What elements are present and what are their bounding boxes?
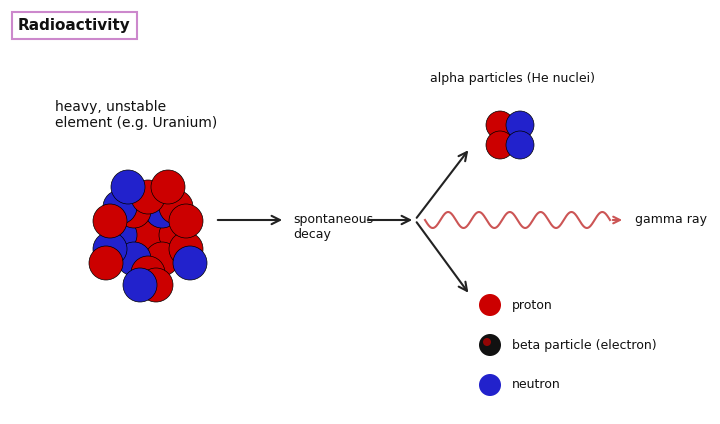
Text: Radioactivity: Radioactivity — [18, 18, 131, 33]
Circle shape — [145, 194, 179, 228]
Text: gamma ray: gamma ray — [635, 214, 707, 226]
Circle shape — [117, 194, 151, 228]
Circle shape — [123, 268, 157, 302]
Text: proton: proton — [512, 298, 553, 312]
Circle shape — [169, 232, 203, 266]
Circle shape — [93, 204, 127, 238]
Circle shape — [169, 204, 203, 238]
Text: spontaneous
decay: spontaneous decay — [293, 213, 373, 241]
Circle shape — [173, 246, 207, 280]
Circle shape — [145, 242, 179, 276]
Circle shape — [93, 232, 127, 266]
Circle shape — [131, 256, 165, 290]
Circle shape — [139, 268, 173, 302]
Circle shape — [103, 218, 137, 252]
Circle shape — [486, 131, 514, 159]
Circle shape — [479, 294, 501, 316]
Circle shape — [479, 374, 501, 396]
Circle shape — [159, 218, 193, 252]
Circle shape — [89, 246, 123, 280]
Text: alpha particles (He nuclei): alpha particles (He nuclei) — [430, 72, 595, 85]
Circle shape — [103, 190, 137, 224]
Circle shape — [479, 334, 501, 356]
Circle shape — [131, 218, 165, 252]
Circle shape — [483, 338, 491, 346]
Circle shape — [111, 170, 145, 204]
Text: beta particle (electron): beta particle (electron) — [512, 338, 657, 351]
Circle shape — [506, 131, 534, 159]
Circle shape — [506, 111, 534, 139]
Circle shape — [159, 190, 193, 224]
Text: heavy, unstable
element (e.g. Uranium): heavy, unstable element (e.g. Uranium) — [55, 100, 217, 130]
Circle shape — [151, 170, 185, 204]
Text: neutron: neutron — [512, 379, 561, 391]
Circle shape — [117, 242, 151, 276]
Circle shape — [131, 180, 165, 214]
Circle shape — [486, 111, 514, 139]
